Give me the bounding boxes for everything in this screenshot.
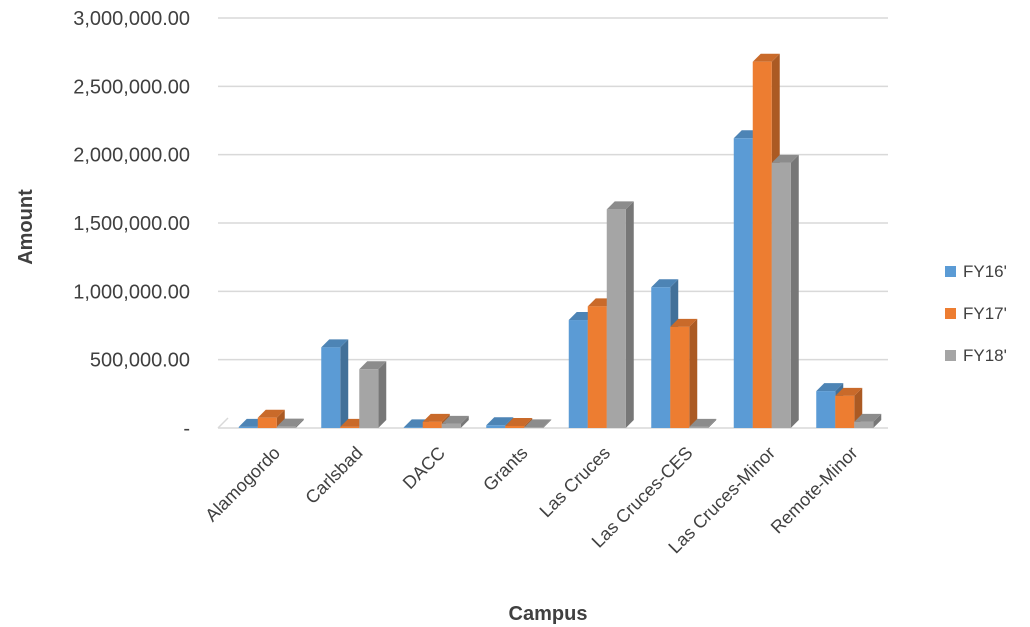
bar	[257, 409, 285, 428]
bar-front	[606, 209, 626, 428]
bar-top	[689, 418, 717, 427]
bar-front	[835, 395, 855, 428]
x-axis-category-labels: Alamogordo Carlsbad DACC Grants Las CrucesLa…	[201, 443, 861, 558]
bar-top	[816, 383, 844, 392]
bar-top	[752, 53, 780, 62]
bar-side	[873, 413, 882, 428]
x-category-label: DACC	[399, 443, 449, 493]
bar-front	[257, 417, 277, 428]
bar-top	[257, 409, 285, 418]
bar-side	[708, 418, 717, 428]
bar	[441, 415, 469, 428]
x-category-label: Grants	[479, 443, 531, 495]
bar-front	[771, 162, 791, 428]
bar-front	[238, 426, 258, 428]
bar-top	[359, 361, 387, 370]
bar-front	[486, 425, 506, 428]
bar	[854, 413, 882, 428]
bar	[321, 339, 349, 428]
bar-top	[651, 279, 679, 288]
y-tick-label: 1,500,000.00	[73, 213, 190, 235]
bar-side	[295, 418, 304, 428]
y-tick-label: 3,000,000.00	[73, 8, 190, 30]
bar-side	[276, 409, 285, 428]
bar-side	[378, 361, 387, 428]
bar-front	[441, 423, 461, 428]
bar-top	[486, 417, 514, 426]
bar-top	[854, 413, 882, 422]
bar-front	[422, 421, 442, 428]
bar-top	[835, 387, 863, 396]
bar-front	[403, 427, 423, 428]
legend-label: FY16'	[963, 262, 1007, 281]
bar-front	[340, 426, 360, 428]
bar-front	[752, 61, 772, 428]
bar-side	[340, 339, 349, 428]
y-axis-tick-labels: - 500,000.00 1,000,000.00 1,500,000.00 2,000…	[73, 8, 190, 440]
y-axis-title: Amount	[15, 189, 37, 265]
bar	[606, 201, 634, 428]
y-tick-label: -	[183, 418, 190, 440]
bar-top	[670, 318, 698, 327]
legend-swatch	[945, 350, 956, 361]
bar-top	[276, 418, 304, 427]
legend: FY16' FY17' FY18'	[945, 262, 1007, 365]
bar-front	[359, 369, 379, 428]
x-category-label: Alamogordo	[201, 443, 284, 526]
bar-front	[733, 138, 753, 428]
y-tick-label: 2,000,000.00	[73, 145, 190, 167]
bar-front	[505, 425, 525, 428]
bar	[771, 154, 799, 428]
bar-top	[441, 415, 469, 424]
x-category-label: Las Cruces	[536, 443, 615, 522]
bars	[238, 53, 882, 428]
legend-swatch	[945, 266, 956, 277]
bar-side	[689, 318, 698, 428]
x-axis-title: Campus	[509, 603, 588, 625]
y-tick-label: 2,500,000.00	[73, 76, 190, 98]
bar-top	[524, 419, 552, 428]
bar-top	[771, 154, 799, 163]
bar-front	[854, 421, 874, 428]
floor-edge	[217, 417, 229, 429]
x-category-label: Carlsbad	[301, 443, 366, 508]
bar-side	[460, 415, 469, 428]
bar	[276, 418, 304, 428]
legend-label: FY17'	[963, 304, 1007, 323]
y-tick-label: 1,000,000.00	[73, 281, 190, 303]
bar-front	[816, 391, 836, 428]
bar-front	[276, 426, 296, 428]
bar-front	[587, 306, 607, 428]
bar-front	[321, 347, 341, 428]
x-category-label: Remote-Minor	[767, 443, 862, 538]
bar-front	[568, 320, 588, 428]
bar	[524, 419, 552, 428]
legend-label: FY18'	[963, 346, 1007, 365]
bar	[359, 361, 387, 428]
bar-side	[790, 154, 799, 428]
bar	[670, 318, 698, 428]
bar	[689, 418, 717, 428]
bar-front	[651, 287, 671, 428]
bar-front	[524, 427, 544, 428]
bar-top	[505, 417, 533, 426]
bar-front	[670, 326, 690, 428]
legend-item: FY17'	[945, 304, 1007, 323]
bar-top	[321, 339, 349, 348]
legend-swatch	[945, 308, 956, 319]
bar-side	[543, 419, 552, 428]
y-tick-label: 500,000.00	[90, 350, 190, 372]
legend-item: FY18'	[945, 346, 1007, 365]
bar-top	[422, 413, 450, 422]
bar-front	[689, 426, 709, 428]
bar-side	[625, 201, 634, 428]
bar-top	[606, 201, 634, 210]
legend-item: FY16'	[945, 262, 1007, 281]
